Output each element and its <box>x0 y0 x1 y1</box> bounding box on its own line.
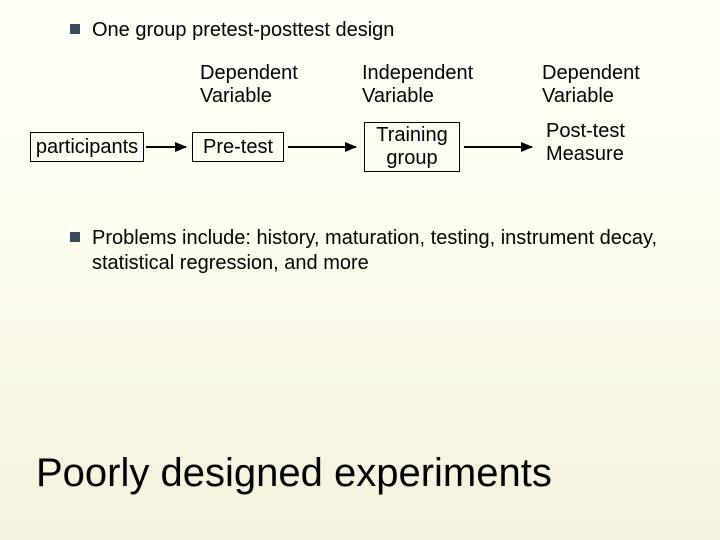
box-training-group: Training group <box>364 122 460 172</box>
bullet-2-text: Problems include: history, maturation, t… <box>92 226 670 276</box>
label-line1: Dependent <box>200 62 298 84</box>
label-line2: Measure <box>546 143 624 165</box>
label-posttest-measure: Post-test Measure <box>546 120 625 166</box>
label-line1: Post-test <box>546 120 625 142</box>
label-line2: Variable <box>200 85 272 107</box>
label-independent: Independent Variable <box>362 62 473 108</box>
label-line1: Dependent <box>542 62 640 84</box>
bullet-1-text: One group pretest-posttest design <box>92 18 394 43</box>
box-text-l2: group <box>386 147 437 170</box>
arrow-2 <box>288 146 356 148</box>
label-dependent-1: Dependent Variable <box>200 62 298 108</box>
square-bullet-icon <box>70 24 80 34</box>
arrow-3 <box>464 146 532 148</box>
label-line2: Variable <box>362 85 434 107</box>
box-pretest: Pre-test <box>192 132 284 162</box>
square-bullet-icon <box>70 232 80 242</box>
label-dependent-2: Dependent Variable <box>542 62 640 108</box>
box-text-l1: Training <box>376 124 448 147</box>
bullet-item-2: Problems include: history, maturation, t… <box>70 226 670 276</box>
label-line1: Independent <box>362 62 473 84</box>
slide-title: Poorly designed experiments <box>36 451 552 496</box>
label-line2: Variable <box>542 85 614 107</box>
box-participants: participants <box>30 132 144 162</box>
arrow-1 <box>146 146 186 148</box>
box-text: Pre-test <box>203 136 273 159</box>
box-text: participants <box>36 136 138 159</box>
bullet-item-1: One group pretest-posttest design <box>70 18 394 43</box>
